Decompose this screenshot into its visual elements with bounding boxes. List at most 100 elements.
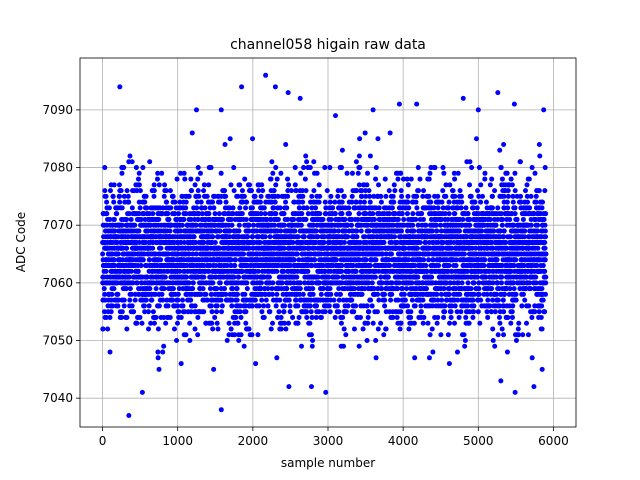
data-point	[256, 188, 262, 194]
data-point	[286, 297, 292, 303]
data-point	[294, 251, 300, 257]
data-point	[372, 274, 378, 280]
data-point	[428, 199, 434, 205]
data-point	[182, 309, 188, 315]
data-point	[309, 205, 315, 211]
data-point	[298, 222, 304, 228]
data-point	[315, 234, 321, 240]
data-point	[115, 303, 121, 309]
data-point	[375, 136, 381, 142]
data-point	[307, 165, 313, 171]
data-point	[314, 170, 320, 176]
data-point	[245, 234, 251, 240]
data-point	[212, 314, 218, 320]
data-point	[398, 309, 404, 315]
data-point	[116, 297, 122, 303]
data-point	[392, 234, 398, 240]
data-point	[336, 286, 342, 292]
data-point	[257, 240, 263, 245]
data-point	[190, 280, 196, 286]
data-point	[336, 297, 342, 303]
data-point	[345, 222, 351, 228]
data-point	[426, 176, 432, 182]
data-point	[103, 193, 109, 199]
data-point	[192, 326, 198, 332]
data-point	[429, 303, 435, 309]
data-point	[172, 211, 178, 217]
data-point	[387, 130, 393, 136]
data-point	[196, 193, 202, 199]
data-point	[459, 280, 465, 286]
data-point	[308, 332, 314, 338]
data-point	[321, 234, 327, 240]
data-point	[299, 188, 305, 194]
data-point	[295, 320, 301, 326]
data-point	[219, 303, 225, 309]
data-point	[339, 268, 345, 274]
data-point	[250, 222, 256, 228]
data-point	[375, 326, 381, 332]
data-point	[367, 263, 373, 269]
data-point	[131, 309, 137, 315]
data-point	[304, 159, 310, 165]
data-point	[406, 257, 412, 263]
data-point	[140, 165, 146, 171]
data-point	[376, 268, 382, 274]
data-point	[363, 188, 369, 194]
data-point	[198, 291, 204, 297]
data-point	[235, 320, 241, 326]
data-point	[341, 326, 347, 332]
data-point	[195, 165, 201, 171]
data-point	[343, 228, 349, 234]
data-point	[349, 170, 355, 176]
data-point	[323, 205, 329, 211]
data-point	[336, 309, 342, 315]
data-point	[118, 188, 124, 194]
data-point	[420, 297, 426, 303]
data-point	[386, 188, 392, 194]
data-point	[139, 320, 145, 326]
data-point	[446, 361, 452, 367]
data-point	[246, 245, 252, 251]
data-point	[156, 216, 162, 222]
data-point	[332, 211, 338, 217]
data-point	[129, 303, 135, 309]
data-point	[126, 274, 132, 280]
data-point	[264, 216, 270, 222]
data-point	[129, 291, 135, 297]
data-point	[313, 228, 319, 234]
data-point	[445, 216, 451, 222]
data-point	[195, 176, 201, 182]
data-point	[418, 309, 424, 315]
data-point	[112, 263, 118, 269]
data-point	[256, 303, 262, 309]
data-point	[448, 309, 454, 315]
data-point	[434, 320, 440, 326]
data-point	[155, 355, 161, 361]
data-point	[396, 280, 402, 286]
data-point	[201, 240, 207, 245]
data-point	[362, 130, 368, 136]
data-point	[249, 332, 255, 338]
data-point	[389, 280, 395, 286]
data-point	[110, 193, 116, 199]
data-point	[360, 326, 366, 332]
data-point	[342, 216, 348, 222]
data-point	[337, 291, 343, 297]
data-point	[231, 188, 237, 194]
data-point	[291, 199, 297, 205]
data-point	[378, 199, 384, 205]
data-point	[207, 205, 213, 211]
data-point	[230, 211, 236, 217]
data-point	[151, 320, 157, 326]
data-point	[447, 280, 453, 286]
data-point	[114, 211, 120, 217]
data-point	[308, 309, 314, 315]
data-point	[320, 216, 326, 222]
data-point	[339, 263, 345, 269]
data-point	[193, 222, 199, 228]
data-point	[438, 291, 444, 297]
data-point	[244, 286, 250, 292]
data-point	[272, 199, 278, 205]
